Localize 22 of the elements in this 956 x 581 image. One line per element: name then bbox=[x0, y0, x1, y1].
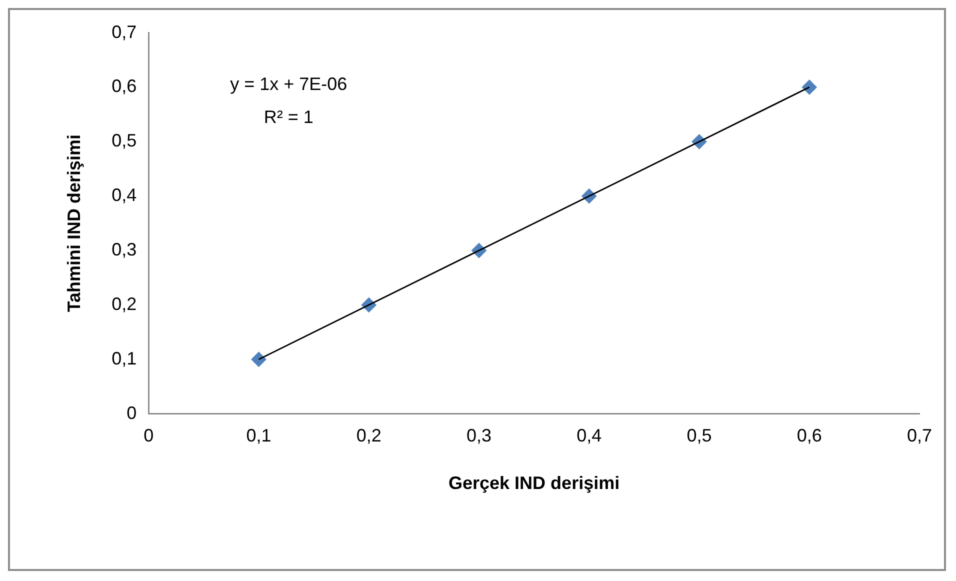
annotation: y = 1x + 7E-06 bbox=[230, 74, 348, 94]
x-tick-label: 0,5 bbox=[686, 426, 712, 446]
y-tick-label: 0,6 bbox=[112, 76, 137, 96]
y-tick-label: 0,7 bbox=[112, 22, 137, 42]
x-tick-label: 0,2 bbox=[356, 426, 382, 446]
x-tick-label: 0,4 bbox=[576, 426, 602, 446]
x-tick-label: 0,3 bbox=[466, 426, 492, 446]
point bbox=[251, 352, 266, 367]
x-axis-title: Gerçek IND derişimi bbox=[448, 473, 620, 494]
y-tick-label: 0,1 bbox=[112, 348, 137, 368]
y-tick-label: 0,3 bbox=[112, 239, 137, 260]
y-tick-label: 0 bbox=[126, 402, 137, 423]
y-tick-label: 0,5 bbox=[112, 130, 137, 151]
point bbox=[802, 80, 817, 95]
y-axis-title: Tahmini IND derişimi bbox=[64, 134, 84, 312]
y-tick-label: 0,2 bbox=[112, 294, 137, 314]
x-tick-label: 0 bbox=[144, 426, 154, 446]
annotation: R² = 1 bbox=[264, 106, 314, 127]
x-tick-label: 0,1 bbox=[246, 426, 272, 446]
x-tick-label: 0,7 bbox=[906, 426, 932, 446]
y-tick-label: 0,4 bbox=[112, 185, 137, 206]
x-tick-label: 0,6 bbox=[796, 426, 822, 446]
